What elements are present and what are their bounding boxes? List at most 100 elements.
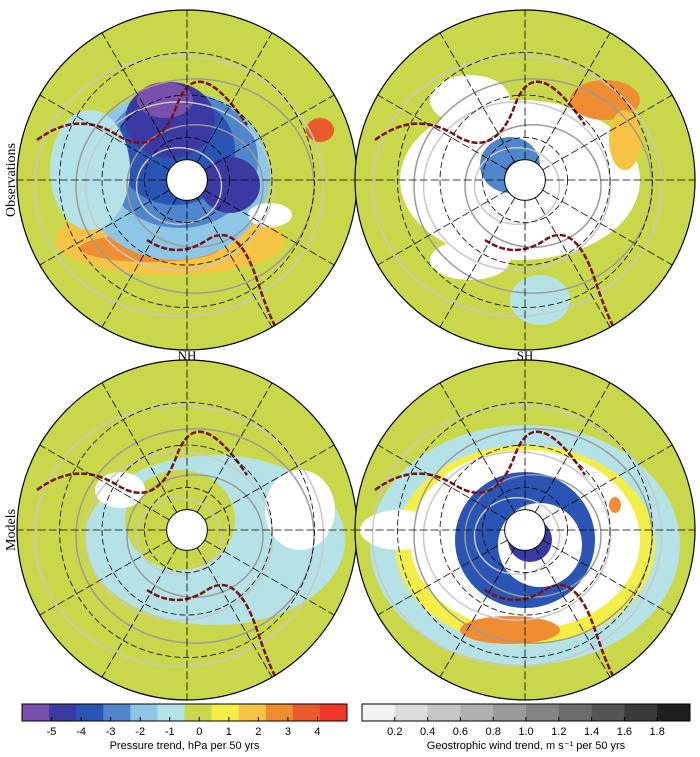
color-bin	[624, 704, 658, 721]
trend-region	[137, 82, 193, 118]
meridian	[204, 189, 335, 266]
colorbar-frame	[21, 703, 348, 722]
meridian	[39, 94, 170, 171]
streamline	[371, 405, 663, 667]
map-outline	[354, 359, 696, 701]
colorbar-label: Pressure trend, hPa per 50 yrs	[110, 740, 260, 752]
meridian	[377, 444, 508, 521]
color-bin	[211, 704, 239, 721]
tick-label: -2	[135, 726, 145, 738]
color-bin	[292, 704, 321, 721]
latitude-circle	[397, 52, 653, 308]
meridian	[542, 94, 673, 171]
streamline	[33, 55, 325, 317]
meridian	[39, 539, 170, 616]
meridian	[39, 444, 170, 521]
column-label: SH	[517, 348, 534, 363]
meridian	[196, 197, 273, 328]
latitude-circle	[101, 444, 273, 616]
meridian	[377, 189, 508, 266]
color-bin	[265, 704, 294, 721]
tick-label: 4	[314, 726, 320, 738]
trend-region	[265, 470, 335, 550]
trend-region	[50, 110, 130, 230]
trend-region	[609, 110, 641, 170]
meridian	[542, 539, 673, 616]
meridian	[534, 197, 611, 328]
latitude-circle	[101, 94, 273, 266]
color-bin	[238, 704, 267, 721]
coastline	[374, 430, 626, 692]
tick-label: -3	[106, 726, 116, 738]
color-bin	[319, 704, 348, 721]
tick-label: 0.2	[387, 726, 402, 738]
meridian	[377, 539, 508, 616]
color-bin	[493, 704, 527, 721]
row-label: Models	[4, 509, 19, 551]
latitude-circle	[59, 52, 315, 308]
streamline	[371, 55, 663, 317]
streamline	[413, 78, 653, 294]
color-bin	[157, 704, 185, 721]
streamline	[473, 497, 561, 575]
latitude-circle	[439, 94, 611, 266]
column-label: NH	[178, 348, 197, 363]
meridian	[196, 547, 273, 678]
meridian	[534, 382, 611, 513]
color-bin	[76, 704, 104, 721]
coastline	[374, 80, 626, 342]
tick-label: 3	[285, 726, 291, 738]
meridian	[101, 32, 178, 163]
streamline	[33, 405, 325, 667]
colorbar-label: Geostrophic wind trend, m s⁻¹ per 50 yrs	[427, 740, 626, 752]
meridian	[39, 189, 170, 266]
tick-label: 1.2	[551, 726, 566, 738]
meridian	[101, 382, 178, 513]
latitude-circle	[59, 402, 315, 658]
maps	[16, 9, 696, 701]
color-bin	[130, 704, 158, 721]
tick-label: 0.8	[486, 726, 501, 738]
meridian	[196, 32, 273, 163]
coastline	[36, 80, 288, 342]
color-bin	[184, 704, 212, 721]
color-bin	[394, 704, 428, 721]
meridian	[439, 197, 516, 328]
meridian	[439, 32, 516, 163]
meridian	[377, 94, 508, 171]
color-bin	[427, 704, 461, 721]
tick-label: 0	[196, 726, 202, 738]
meridian	[534, 547, 611, 678]
trend-region	[430, 240, 510, 280]
meridian	[542, 189, 673, 266]
row-label: Observations	[4, 143, 19, 217]
streamline	[75, 428, 315, 644]
color-bin	[103, 704, 131, 721]
meridian	[101, 547, 178, 678]
trend-region	[460, 616, 560, 644]
tick-label: 1.4	[584, 726, 599, 738]
trend-region	[609, 497, 621, 513]
latitude-circle	[439, 444, 611, 616]
map-outline	[354, 9, 696, 351]
tick-label: 1.6	[617, 726, 632, 738]
tick-label: 1	[226, 726, 232, 738]
tick-label: 1.0	[518, 726, 533, 738]
tick-label: 0.4	[420, 726, 435, 738]
streamline	[135, 497, 223, 575]
latitude-circle	[397, 402, 653, 658]
streamline	[75, 78, 315, 294]
colorbars: -5 -4 -3 -2 -1 0 1 2 3 4 Pressure trend, hPa per 5…	[21, 703, 691, 752]
meridian	[204, 539, 335, 616]
trend-region	[200, 157, 260, 213]
pole-cap	[166, 509, 208, 551]
tick-label: 1.8	[650, 726, 665, 738]
streamline	[473, 147, 561, 225]
color-bin	[460, 704, 494, 721]
coastline	[36, 430, 288, 692]
pole-cap	[504, 159, 546, 201]
color-bin	[591, 704, 625, 721]
trend-region	[430, 75, 510, 125]
streamline	[413, 428, 653, 644]
